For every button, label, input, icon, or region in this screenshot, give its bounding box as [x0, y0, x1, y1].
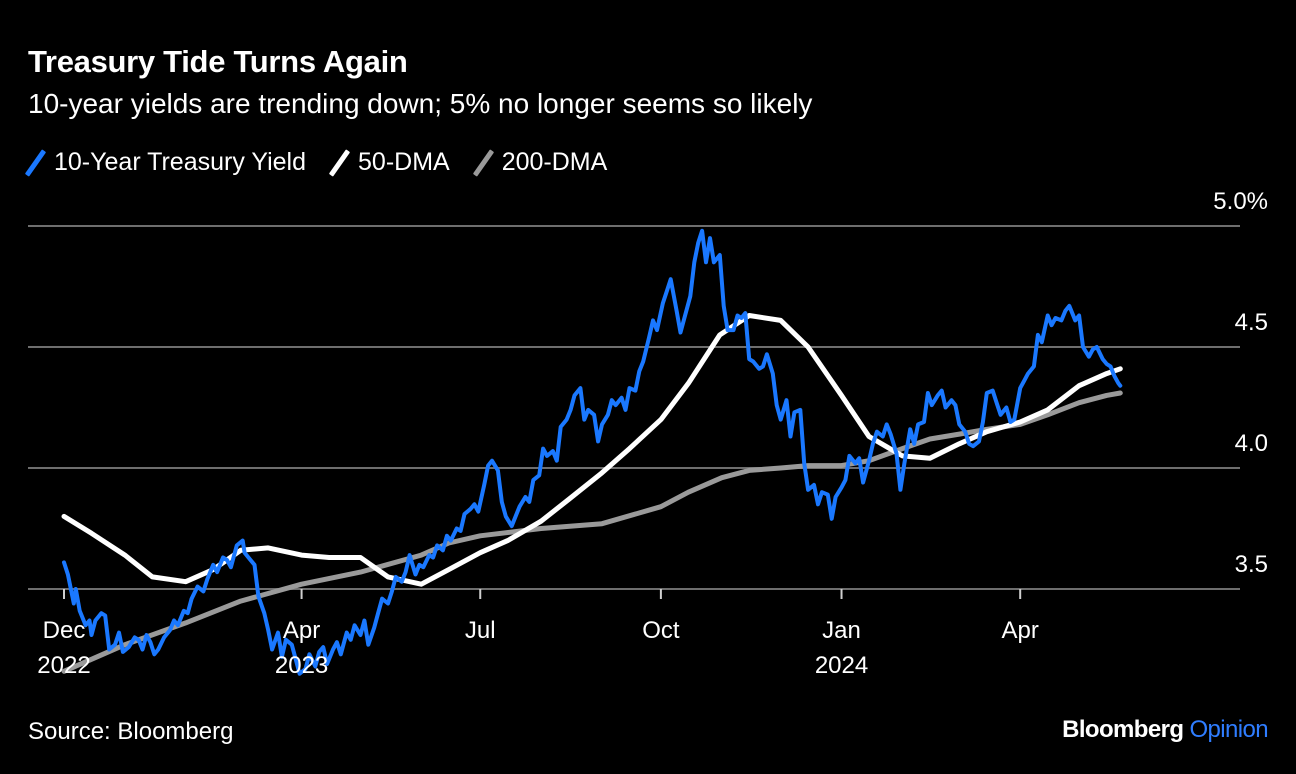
legend: 10-Year Treasury Yield 50-DMA 200-DMA: [28, 148, 633, 177]
legend-item-50dma: 50-DMA: [332, 148, 450, 177]
brand-logo: Bloomberg Opinion: [1062, 716, 1268, 744]
x-tick-label: Apr: [1002, 617, 1039, 644]
x-tick-label: Dec: [43, 617, 86, 644]
series-line-50dma: [61, 313, 1123, 587]
series-layer: [61, 228, 1123, 676]
series-line-10y-yield: [62, 228, 1123, 676]
legend-label-200dma: 200-DMA: [501, 148, 608, 176]
chart-title: Treasury Tide Turns Again: [28, 44, 408, 79]
brand-main: Bloomberg: [1062, 716, 1184, 743]
x-tick-label: Jan: [822, 617, 861, 644]
x-tick-label: Apr: [283, 617, 320, 644]
y-tick-label: 4.5: [1235, 309, 1268, 336]
label-layer: 5.0% 4.5 4.0 3.5 Dec 2022 Apr 2023 Jul Oct Jan 2024…: [37, 188, 1268, 679]
y-tick-label: 3.5: [1235, 551, 1268, 578]
legend-label-yield: 10-Year Treasury Yield: [54, 148, 307, 176]
x-tick-label: Jul: [465, 617, 496, 644]
y-tick-label: 4.0: [1235, 430, 1268, 457]
x-tick-label: Oct: [642, 617, 680, 644]
brand-sub: Opinion: [1189, 716, 1268, 743]
x-tick-sublabel: 2024: [815, 652, 868, 679]
source-note: Source: Bloomberg: [28, 718, 234, 745]
legend-item-yield: 10-Year Treasury Yield: [28, 148, 306, 177]
chart-subtitle: 10-year yields are trending down; 5% no …: [28, 88, 813, 119]
series-line-200dma: [61, 390, 1123, 674]
legend-label-50dma: 50-DMA: [358, 148, 450, 176]
y-tick-label: 5.0%: [1213, 188, 1268, 215]
x-tick-sublabel: 2022: [37, 652, 90, 679]
legend-item-200dma: 200-DMA: [476, 148, 608, 177]
x-tick-sublabel: 2023: [275, 652, 328, 679]
